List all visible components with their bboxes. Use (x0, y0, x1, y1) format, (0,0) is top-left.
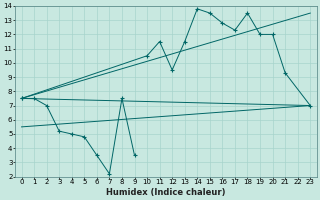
X-axis label: Humidex (Indice chaleur): Humidex (Indice chaleur) (106, 188, 226, 197)
